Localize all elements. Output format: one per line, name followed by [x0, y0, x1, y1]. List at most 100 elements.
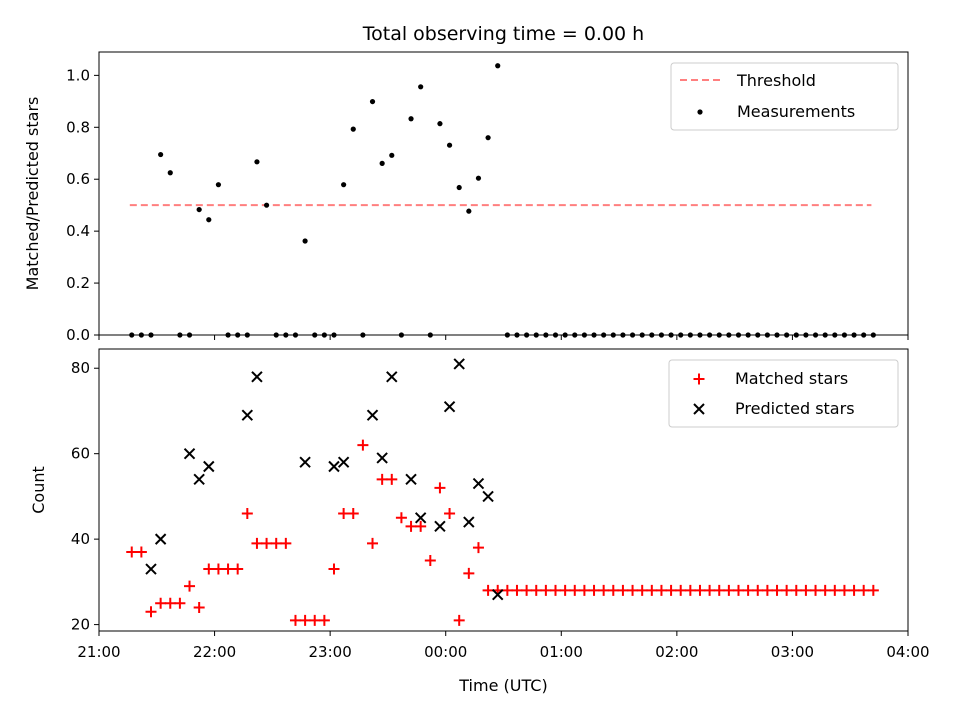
predicted-star-point [386, 371, 398, 383]
matched-star-point [203, 563, 215, 575]
matched-star-point [521, 584, 533, 596]
matched-star-point [559, 584, 571, 596]
matched-star-point [280, 537, 292, 549]
matched-star-point [126, 546, 138, 558]
matched-star-point [838, 584, 850, 596]
predicted-star-point [193, 473, 205, 486]
predicted-star-point [376, 452, 388, 464]
matched-star-point [867, 584, 879, 596]
predicted-star-point [241, 409, 254, 421]
matched-star-point [550, 584, 562, 596]
measurement-point [389, 152, 395, 158]
measurement-point [446, 142, 453, 148]
matched-star-point [309, 614, 321, 626]
matched-star-point [434, 482, 446, 494]
x-tick-label: 02:00 [655, 643, 698, 661]
y-tick-label: 0.6 [66, 170, 90, 188]
matched-star-point [212, 563, 224, 575]
matched-star-point [241, 508, 253, 519]
matched-star-point [761, 584, 773, 596]
matched-star-point [848, 584, 860, 596]
matched-star-point [607, 584, 619, 596]
matched-star-point [367, 537, 379, 549]
matched-star-point [771, 584, 783, 596]
measurement-point [302, 238, 308, 244]
matched-star-point [752, 584, 764, 596]
top-y-axis-label: Matched/Predicted stars [23, 97, 42, 291]
matched-star-point [578, 584, 590, 596]
matched-star-point [540, 584, 552, 596]
legend-matched-swatch [693, 373, 705, 385]
measurement-point [418, 84, 424, 90]
x-tick-label: 03:00 [771, 643, 814, 661]
legend-box [670, 62, 899, 131]
y-tick-label: 80 [71, 359, 90, 377]
y-tick-label: 20 [71, 616, 90, 634]
x-tick-label: 21:00 [77, 643, 120, 661]
x-tick-label: 00:00 [424, 643, 467, 661]
matched-star-point [174, 597, 186, 609]
x-tick-label: 23:00 [309, 643, 352, 661]
matched-star-point [376, 473, 388, 485]
predicted-star-point [434, 520, 446, 533]
matched-star-point [829, 584, 841, 596]
matched-star-point [636, 584, 648, 596]
measurement-point [254, 159, 260, 165]
matched-star-point [184, 580, 196, 592]
ratio-plot: 0.0 0.2 0.4 0.6 0.8 1.0 Threshold Measurements [66, 51, 909, 344]
measurement-point [215, 182, 222, 188]
predicted-star-point [443, 400, 456, 413]
predicted-star-point [366, 409, 379, 421]
predicted-star-point [337, 456, 350, 468]
bottom-y-axis-label: Count [29, 466, 48, 514]
matched-star-point [222, 563, 234, 575]
matched-star-point [713, 584, 725, 596]
predicted-star-point [405, 473, 417, 486]
matched-star-point [858, 584, 870, 596]
legend-predicted-label: Predicted stars [735, 399, 855, 418]
y-tick-label: 0.8 [66, 118, 90, 136]
matched-star-point [588, 584, 600, 596]
x-tick-label: 01:00 [540, 643, 583, 661]
matched-star-point [347, 508, 359, 519]
matched-star-point [444, 508, 456, 519]
legend-measurement-label: Measurements [737, 102, 855, 121]
matched-star-point [598, 584, 610, 596]
predicted-star-point [299, 456, 311, 468]
chart-title: Total observing time = 0.00 h [362, 23, 644, 45]
matched-star-point [800, 584, 812, 596]
matched-star-point [810, 584, 822, 596]
top-plot-frame [98, 51, 909, 336]
measurement-point [350, 126, 356, 132]
measurement-point [341, 182, 347, 188]
measurement-point [158, 151, 164, 158]
matched-star-point [463, 567, 475, 579]
matched-star-point [501, 584, 513, 596]
matched-star-point [617, 584, 629, 596]
measurement-point [408, 116, 414, 122]
y-tick-label: 0.4 [66, 222, 90, 240]
matched-star-point [193, 602, 205, 613]
matched-star-point [675, 584, 687, 596]
matched-star-point [723, 584, 735, 596]
measurement-point [196, 206, 202, 213]
matched-star-point [415, 520, 427, 532]
matched-star-point [232, 563, 244, 575]
measurement-point [263, 202, 270, 208]
matched-star-point [318, 614, 330, 626]
predicted-star-point [145, 563, 157, 575]
matched-star-point [424, 555, 436, 566]
predicted-star-point [453, 358, 465, 370]
matched-star-point [328, 563, 340, 575]
matched-star-point [655, 584, 667, 596]
legend-threshold-label: Threshold [736, 71, 816, 90]
predicted-star-point [154, 533, 167, 545]
y-tick-label: 0.0 [66, 326, 90, 344]
predicted-star-point [482, 490, 494, 503]
top-legend: Threshold Measurements [670, 62, 899, 131]
matched-star-point [732, 584, 744, 596]
matched-star-point [742, 584, 754, 596]
matched-star-point [646, 584, 658, 596]
matched-star-point [270, 537, 282, 549]
matched-star-point [405, 520, 417, 532]
